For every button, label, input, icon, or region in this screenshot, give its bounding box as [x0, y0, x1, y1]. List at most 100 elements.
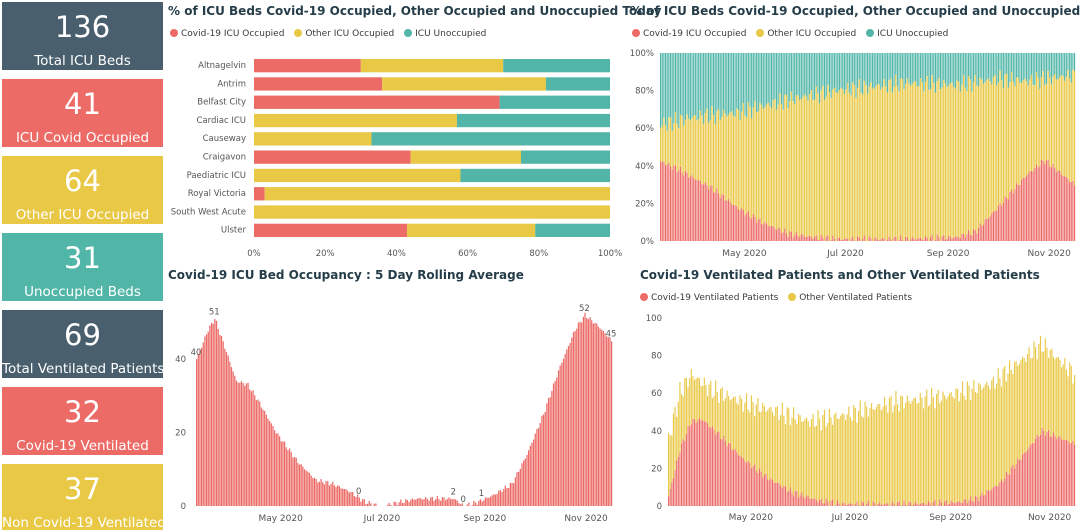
column-unoccupied: [711, 53, 713, 107]
column-covid: [981, 225, 983, 241]
rolling-avg-column: [282, 441, 284, 506]
column-other-ventilated: [718, 402, 720, 432]
column-unoccupied: [724, 53, 726, 114]
column-other-ventilated: [1007, 373, 1009, 474]
column-covid: [751, 218, 753, 241]
column-covid-ventilated: [973, 502, 975, 506]
column-covid: [992, 211, 995, 241]
column-other: [751, 118, 753, 219]
rolling-avg-column: [513, 483, 515, 506]
column-other-ventilated: [1046, 347, 1048, 432]
column-covid: [818, 239, 821, 241]
column-other-ventilated: [961, 381, 964, 504]
column-other: [704, 112, 706, 183]
column-covid: [1062, 175, 1064, 241]
kpi-card-total-ventilated[interactable]: 69 Total Ventilated Patients: [2, 310, 163, 378]
column-covid-ventilated: [992, 487, 994, 506]
column-other-ventilated: [973, 379, 975, 503]
rolling-avg-column: [423, 499, 425, 506]
column-covid: [1054, 167, 1056, 241]
column-other: [792, 101, 794, 238]
column-other-ventilated: [703, 377, 705, 422]
kpi-card-non-covid-ventilated[interactable]: 37 Non Covid-19 Ventilated: [2, 464, 163, 530]
legend-item-other[interactable]: Other ICU Occupied: [294, 29, 394, 39]
column-other-ventilated: [752, 401, 754, 467]
column-unoccupied: [944, 53, 946, 84]
column-covid-ventilated: [775, 482, 777, 506]
column-unoccupied: [867, 53, 869, 94]
column-covid-ventilated: [791, 492, 793, 506]
column-covid: [706, 185, 708, 241]
legend-item-covid[interactable]: Covid-19 ICU Occupied: [170, 29, 284, 39]
legend-item-other-ventilated[interactable]: Other Ventilated Patients: [788, 293, 912, 303]
column-unoccupied: [719, 53, 721, 120]
rolling-avg-column: [597, 326, 599, 506]
column-covid: [756, 222, 758, 241]
kpi-card-unoccupied-beds[interactable]: 31 Unoccupied Beds: [2, 233, 163, 301]
column-other: [958, 81, 960, 238]
column-other-ventilated: [1015, 360, 1017, 465]
kpi-card-total-icu-beds[interactable]: 136 Total ICU Beds: [2, 2, 163, 70]
column-covid: [775, 230, 778, 241]
column-unoccupied: [885, 53, 887, 87]
column-other: [921, 82, 923, 240]
column-unoccupied: [986, 53, 988, 80]
column-other: [681, 116, 683, 173]
column-other: [867, 93, 869, 241]
rolling-avg-column: [544, 411, 546, 506]
kpi-card-other-icu-occupied[interactable]: 64 Other ICU Occupied: [2, 156, 163, 224]
column-covid: [744, 215, 746, 241]
column-unoccupied: [976, 53, 978, 86]
rolling-avg-column: [421, 499, 424, 506]
bar-segment: [254, 168, 461, 183]
column-covid-ventilated: [851, 503, 853, 506]
rolling-avg-column: [459, 504, 462, 506]
column-other: [679, 114, 682, 167]
column-other: [1034, 85, 1036, 168]
column-other-ventilated: [690, 369, 692, 425]
column-covid-ventilated: [1009, 475, 1011, 506]
column-other: [684, 119, 686, 172]
column-covid-ventilated: [710, 428, 712, 506]
column-covid-ventilated: [861, 501, 863, 506]
legend-item-unoccupied[interactable]: ICU Unoccupied: [866, 29, 948, 39]
rolling-avg-column: [532, 439, 535, 506]
column-unoccupied: [865, 53, 867, 86]
y-tick-label: 80: [651, 352, 662, 362]
column-covid-ventilated: [961, 503, 964, 506]
column-unoccupied: [911, 53, 913, 84]
legend-item-other[interactable]: Other ICU Occupied: [756, 29, 856, 39]
bar-segment: [254, 77, 383, 91]
column-covid: [1064, 176, 1066, 241]
column-covid: [881, 238, 884, 241]
column-covid: [915, 239, 917, 241]
y-category-label: Paediatric ICU: [187, 171, 246, 181]
column-other: [954, 88, 956, 237]
column-other-ventilated: [869, 408, 871, 506]
rolling-avg-column: [225, 351, 228, 506]
column-covid: [812, 239, 814, 241]
legend-item-covid-ventilated[interactable]: Covid-19 Ventilated Patients: [640, 293, 778, 303]
column-other-ventilated: [896, 404, 899, 503]
kpi-card-icu-covid-occupied[interactable]: 41 ICU Covid Occupied: [2, 79, 163, 147]
column-covid-ventilated: [1018, 460, 1020, 506]
column-other-ventilated: [732, 396, 735, 451]
kpi-card-covid-ventilated[interactable]: 32 Covid-19 Ventilated: [2, 387, 163, 455]
column-covid: [842, 239, 844, 241]
legend-item-covid[interactable]: Covid-19 ICU Occupied: [632, 29, 746, 39]
legend-item-unoccupied[interactable]: ICU Unoccupied: [404, 29, 486, 39]
column-covid-ventilated: [768, 480, 770, 506]
column-covid-ventilated: [1051, 436, 1053, 506]
column-other-ventilated: [817, 410, 819, 503]
rolling-avg-column: [210, 322, 213, 506]
column-other: [900, 78, 902, 236]
column-other: [739, 119, 741, 211]
column-covid: [722, 194, 725, 241]
column-unoccupied: [764, 53, 766, 108]
column-covid-ventilated: [989, 490, 991, 506]
column-other-ventilated: [755, 404, 757, 471]
column-covid-ventilated: [905, 504, 907, 506]
column-unoccupied: [951, 53, 953, 83]
rolling-avg-column: [473, 500, 475, 506]
column-covid: [977, 227, 980, 241]
